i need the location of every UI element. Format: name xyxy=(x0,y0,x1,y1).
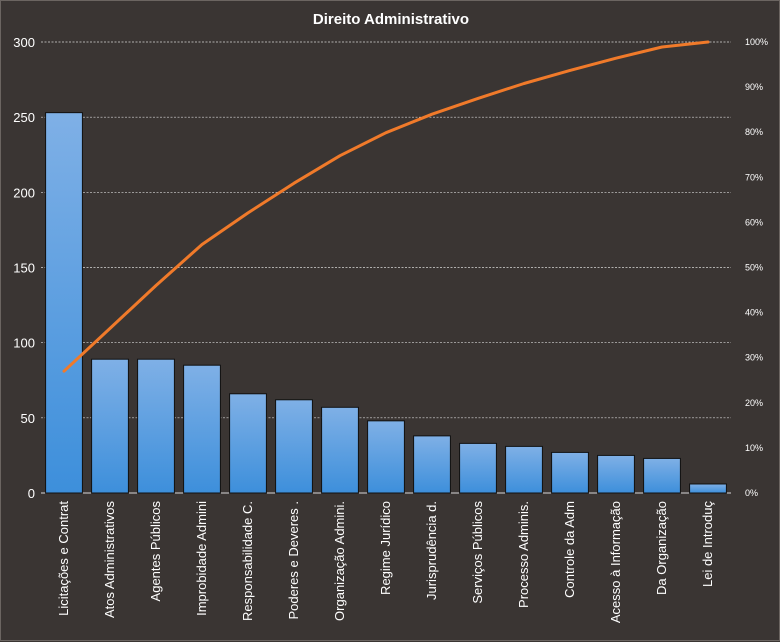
bar xyxy=(45,112,83,494)
y2-tick-label: 30% xyxy=(745,353,763,363)
grid-lines xyxy=(41,41,731,419)
bar xyxy=(91,358,129,494)
y-tick-label: 200 xyxy=(13,185,35,200)
y2-tick-label: 50% xyxy=(745,263,763,273)
bar xyxy=(275,399,313,494)
x-tick-label: Processo Adminis. xyxy=(516,501,531,608)
y-tick-label: 250 xyxy=(13,110,35,125)
y2-tick-label: 60% xyxy=(745,217,763,227)
y2-tick-label: 0% xyxy=(745,488,758,498)
x-tick-label: Regime Jurídico xyxy=(378,501,393,595)
x-tick-label: Atos Administrativos xyxy=(102,501,117,619)
cumulative-percent-line xyxy=(62,40,710,373)
y-tick-label: 300 xyxy=(13,35,35,50)
y-tick-label: 150 xyxy=(13,261,35,276)
x-tick-label: Controle da Adm xyxy=(562,501,577,598)
x-tick-label: Lei de Introduç xyxy=(700,501,715,588)
x-tick-label: Da Organização xyxy=(654,501,669,595)
x-tick-label: Poderes e Deveres . xyxy=(286,501,301,620)
y-tick-label: 50 xyxy=(21,411,35,426)
chart-title: Direito Administrativo xyxy=(313,11,469,28)
bar xyxy=(551,451,589,494)
bar xyxy=(137,358,175,494)
x-tick-label: Organização Admini. xyxy=(332,501,347,621)
y-tick-label: 100 xyxy=(13,336,35,351)
y2-tick-label: 10% xyxy=(745,443,763,453)
y2-tick-label: 100% xyxy=(745,37,768,47)
y2-tick-label: 40% xyxy=(745,308,763,318)
bars xyxy=(45,112,727,494)
bar xyxy=(413,435,451,494)
y-tick-label: 0 xyxy=(28,486,35,501)
y2-tick-label: 90% xyxy=(745,82,763,92)
y2-tick-label: 70% xyxy=(745,172,763,182)
bar xyxy=(183,364,221,494)
secondary-y-axis-ticks: 0% 10% 20% 30% 40% 50% 60% 70% 80% 90% 100% xyxy=(745,37,768,498)
x-tick-label: Serviços Públicos xyxy=(470,501,485,604)
y2-tick-label: 20% xyxy=(745,398,763,408)
x-tick-label: Jurisprudência d. xyxy=(424,501,439,600)
cumulative-line-group xyxy=(62,40,710,373)
bar xyxy=(459,442,497,494)
y-axis-ticks: 0 50 100 150 200 250 300 xyxy=(13,35,35,501)
bar xyxy=(321,406,359,494)
bar xyxy=(689,483,727,494)
y2-tick-label: 80% xyxy=(745,127,763,137)
x-tick-label: Acesso à Informação xyxy=(608,501,623,623)
bar xyxy=(367,420,405,494)
x-tick-label: Improbidade Admini xyxy=(194,501,209,616)
bar xyxy=(643,457,681,494)
bar xyxy=(597,454,635,494)
bar xyxy=(229,393,267,494)
bar xyxy=(505,445,543,494)
x-axis-ticks: Licitações e Contrat Atos Administrativos… xyxy=(56,501,715,624)
x-tick-label: Responsabilidade C. xyxy=(240,501,255,621)
x-tick-label: Licitações e Contrat xyxy=(56,501,71,616)
x-tick-label: Agentes Públicos xyxy=(148,501,163,602)
